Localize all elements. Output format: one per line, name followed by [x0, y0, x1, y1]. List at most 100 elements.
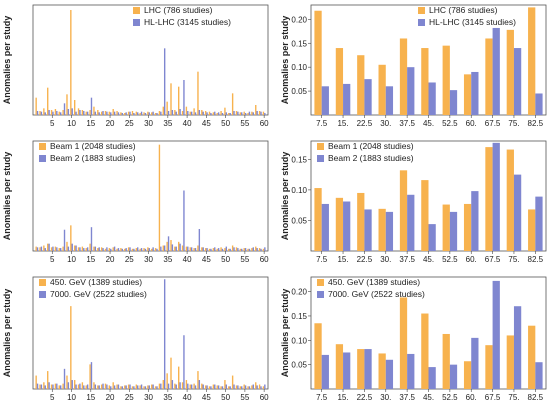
bar-series-2-x15: [90, 227, 93, 251]
bar-series-1-x21: [112, 382, 114, 389]
bar-series-2-x52: [233, 384, 235, 389]
bar-series-2-x22: [117, 384, 120, 389]
x-tick-label: 22.5: [357, 255, 373, 264]
x-tick-label: 75.: [508, 255, 519, 264]
bar-series-2-60.: [471, 191, 479, 251]
bar-series-2-x36: [171, 244, 174, 251]
bar-series-1-x32: [154, 386, 157, 389]
bar-series-2-x14: [86, 111, 89, 115]
bar-series-1-x56: [247, 386, 249, 389]
bar-series-2-7.5: [321, 354, 329, 389]
bar-series-2-37.5: [407, 67, 415, 115]
chart-svg: Anomalies per study 5 10 15 20 25 30 35 40 45 50 55…: [2, 140, 269, 264]
bar-series-2-x60: [264, 384, 266, 389]
bar-series-2-x11: [75, 111, 77, 115]
x-tick-label: 40: [183, 393, 192, 402]
x-tick-label: 82.5: [528, 255, 544, 264]
bar-series-2-x44: [202, 111, 204, 115]
bar-series-1-x13: [81, 110, 84, 115]
bar-series-2-x35: [167, 236, 170, 251]
bar-series-2-x57: [252, 112, 254, 115]
bar-series-1-x4: [47, 87, 49, 115]
bar-series-1-x33: [158, 144, 161, 251]
bar-series-2-x52: [233, 247, 235, 251]
bar-series-1-x24: [124, 385, 126, 389]
legend-swatch-2: [39, 155, 46, 162]
x-tick-label: 60.: [466, 393, 477, 402]
bar-series-1-x45: [204, 385, 207, 389]
x-tick-label: 67.5: [485, 393, 501, 402]
bar-series-2-x16: [94, 246, 97, 251]
y-tick-label: 0.20: [291, 15, 307, 24]
bar-series-2-x4: [48, 110, 50, 115]
bar-series-2-x46: [210, 386, 212, 389]
plot-frame: [32, 276, 269, 390]
bar-series-2-x40: [187, 246, 189, 251]
bar-series-1-x10: [70, 10, 72, 115]
bar-series-1-x16: [93, 246, 95, 251]
bar-series-1-x31: [151, 248, 153, 251]
bar-series-2-x58: [256, 248, 258, 251]
bar-series-2-15.: [343, 83, 351, 115]
bar-series-1-x21: [112, 109, 114, 115]
bar-series-1-75.: [506, 335, 514, 389]
bar-series-2-x35: [167, 383, 170, 389]
bar-series-1-7.5: [314, 10, 322, 116]
x-tick-label: 7.5: [316, 393, 328, 402]
x-tick-label: 45: [202, 119, 211, 128]
bar-series-2-x28: [140, 384, 143, 389]
bar-series-2-x25: [129, 247, 131, 251]
bar-series-1-15.: [335, 344, 344, 389]
x-tick-label: 30.: [380, 255, 391, 264]
bar-series-1-82.5: [528, 325, 536, 389]
bar-series-1-7.5: [314, 323, 322, 389]
bar-series-2-x41: [190, 247, 193, 251]
bar-series-1-x8: [62, 383, 64, 389]
bar-series-1-x5: [50, 110, 53, 115]
bar-series-1-x36: [170, 240, 172, 251]
legend-swatch-1: [317, 279, 324, 286]
bar-series-1-x47: [212, 112, 215, 115]
x-tick-label: 15: [86, 255, 95, 264]
bar-series-2-x2: [40, 246, 43, 251]
x-tick-label: 30.: [380, 119, 391, 128]
bar-series-1-x20: [108, 385, 111, 389]
bar-series-2-x25: [129, 384, 131, 389]
y-tick-label: 0.15: [291, 155, 307, 164]
x-tick-label: 60.: [466, 119, 477, 128]
bar-series-2-37.5: [407, 353, 415, 389]
bar-series-2-x53: [237, 248, 239, 251]
bar-series-1-x18: [100, 384, 103, 389]
bar-series-2-x5: [52, 111, 54, 115]
bar-series-1-x14: [85, 111, 87, 115]
x-tick-label: 7.5: [316, 119, 328, 128]
x-tick-label: 52.5: [442, 119, 458, 128]
bar-series-1-x45: [204, 248, 207, 251]
bar-series-2-x53: [237, 111, 239, 115]
bar-series-1-x27: [135, 384, 138, 389]
bar-series-2-67.5: [492, 142, 500, 251]
bar-series-1-x5: [50, 247, 53, 251]
legend-label-2: HL-LHC (3145 studies): [429, 17, 516, 27]
bar-series-2-22.5: [364, 79, 372, 115]
bar-series-1-x33: [158, 111, 161, 115]
bar-series-1-x46: [208, 248, 211, 251]
bar-series-2-x53: [237, 385, 239, 389]
bar-series-1-x23: [120, 386, 122, 389]
bar-series-1-x12: [77, 384, 80, 389]
chart-panel-top-left: Anomalies per study 5 10 15 20 25 30 35 40 45 50 55…: [0, 0, 272, 132]
bar-series-1-x13: [81, 382, 84, 389]
legend: LHC (786 studies) HL-LHC (3145 studies): [133, 5, 231, 27]
bar-series-1-x51: [228, 113, 230, 115]
bar-series-1-x11: [73, 245, 76, 251]
bar-series-2-x12: [79, 110, 81, 115]
bar-series-2-x60: [264, 113, 266, 115]
x-tick-label: 45: [202, 255, 211, 264]
y-tick-label: 0.15: [291, 312, 307, 321]
bar-series-1-x37: [174, 110, 176, 115]
bar-series-1-x42: [193, 248, 195, 251]
bar-series-2-x43: [198, 110, 201, 115]
x-tick-label: 67.5: [485, 255, 501, 264]
bar-series-2-x51: [229, 113, 231, 115]
